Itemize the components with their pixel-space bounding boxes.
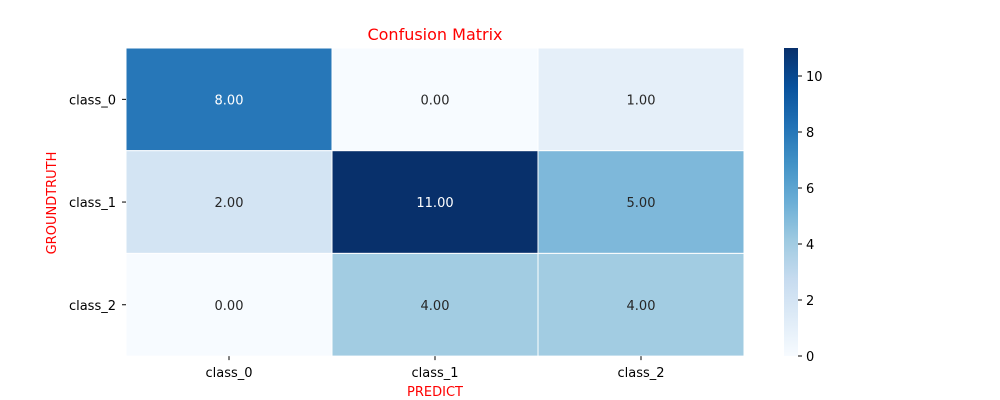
- colorbar-tick-label: 8: [806, 126, 814, 141]
- colorbar-tick-label: 6: [806, 182, 814, 197]
- heatmap-cells: [125, 47, 745, 357]
- cell-value-label: 8.00: [215, 93, 244, 108]
- heatmap-cell: [331, 252, 539, 357]
- colorbar-tick-label: 4: [806, 238, 814, 253]
- heatmap-cell: [537, 47, 745, 152]
- heatmap-cell: [125, 150, 333, 254]
- y-tick-label: class_0: [69, 93, 116, 108]
- colorbar-tick-label: 0: [806, 350, 814, 365]
- cell-value-label: 0.00: [421, 93, 450, 108]
- cell-value-label: 2.00: [215, 196, 244, 211]
- heatmap-cell: [125, 252, 333, 357]
- x-axis-ticks: class_0 class_1 class_2: [205, 356, 665, 381]
- y-tick-label: class_2: [69, 299, 116, 314]
- chart-title: Confusion Matrix: [367, 25, 502, 44]
- x-tick-label: class_0: [205, 366, 252, 381]
- heatmap-cell: [537, 150, 745, 254]
- heatmap-cell: [331, 47, 539, 152]
- y-axis-title: GROUNDTRUTH: [45, 152, 60, 255]
- y-tick-label: class_1: [69, 196, 116, 211]
- x-axis-title: PREDICT: [407, 385, 463, 400]
- heatmap-cell: [331, 150, 539, 254]
- y-axis-ticks: class_0 class_1 class_2: [69, 93, 126, 314]
- colorbar-ticks: 0 2 4 6 8 10: [798, 70, 823, 365]
- colorbar: [784, 48, 798, 356]
- x-tick-label: class_2: [617, 366, 664, 381]
- colorbar-tick-label: 10: [806, 70, 823, 85]
- heatmap-cell: [125, 47, 333, 152]
- cell-value-label: 4.00: [627, 299, 656, 314]
- cell-value-label: 11.00: [416, 196, 453, 211]
- cell-value-label: 4.00: [421, 299, 450, 314]
- colorbar-tick-label: 2: [806, 294, 814, 309]
- cell-value-label: 5.00: [627, 196, 656, 211]
- cell-value-label: 0.00: [215, 299, 244, 314]
- heatmap-cell-labels: 8.00 0.00 1.00 2.00 11.00 5.00 0.00 4.00 4.00: [215, 93, 656, 313]
- heatmap-cell: [537, 252, 745, 357]
- x-tick-label: class_1: [411, 366, 458, 381]
- cell-value-label: 1.00: [627, 93, 656, 108]
